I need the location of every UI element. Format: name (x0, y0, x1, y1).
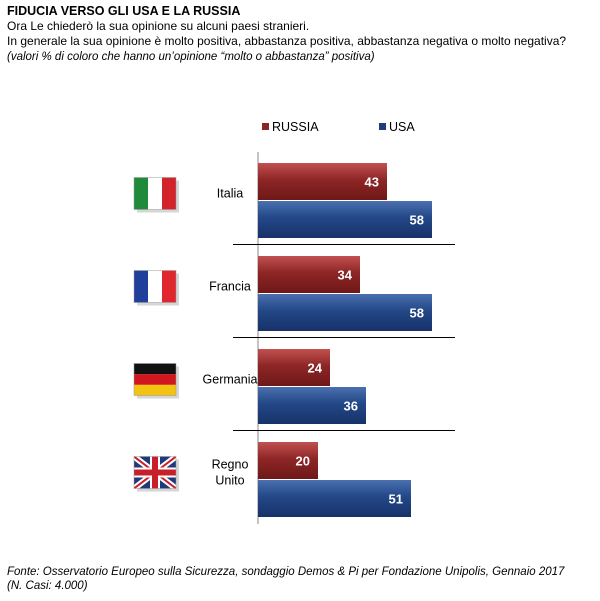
category-label: Italia (217, 187, 243, 201)
bar-russia-germania (258, 349, 330, 386)
chart-title: FIDUCIA VERSO GLI USA E LA RUSSIA (7, 4, 241, 18)
data-label: 34 (338, 268, 353, 283)
data-label: 58 (410, 306, 424, 321)
category-label: Regno Unito (212, 458, 249, 488)
bar-chart: RUSSIA USA 43 58 34 58 24 36 20 51 Italia Francia… (133, 120, 455, 524)
data-label: 24 (308, 361, 323, 376)
bar-russia-francia (258, 256, 360, 293)
uk-flag-icon (133, 456, 179, 492)
bar-usa-italia (258, 201, 432, 238)
legend-label-russia: RUSSIA (272, 120, 319, 134)
question-body: In generale la sua opinione è molto posi… (7, 34, 567, 48)
category-labels: Italia Francia Germania Regno Unito (203, 187, 258, 488)
bar-usa-francia (258, 294, 432, 331)
question-intro: Ora Le chiederò la sua opinione su alcun… (7, 19, 310, 33)
germany-flag-icon (133, 363, 179, 399)
bar-usa-germania (258, 387, 366, 424)
legend-swatch-usa (379, 123, 386, 130)
bars: 43 58 34 58 24 36 20 51 (258, 163, 432, 517)
data-label: 36 (344, 399, 358, 414)
bar-russia-italia (258, 163, 387, 200)
question-text: In generale la sua opinione è molto posi… (7, 34, 587, 65)
question-note: (valori % di coloro che hanno un’opinion… (7, 51, 375, 63)
legend-swatch-russia (262, 123, 269, 130)
flags (133, 177, 179, 492)
category-label: Germania (203, 373, 258, 387)
italy-flag-icon (133, 177, 179, 213)
bar-usa-regno-unito (258, 480, 411, 517)
bar-russia-regno-unito (258, 442, 318, 479)
category-label: Francia (209, 280, 251, 294)
data-label: 43 (365, 175, 379, 190)
legend: RUSSIA USA (262, 120, 415, 134)
data-label: 51 (389, 492, 403, 507)
data-label: 20 (296, 454, 310, 469)
france-flag-icon (133, 270, 179, 306)
legend-label-usa: USA (389, 120, 415, 134)
category-separators (233, 244, 455, 431)
source-note: Fonte: Osservatorio Europeo sulla Sicure… (7, 566, 565, 592)
header: FIDUCIA VERSO GLI USA E LA RUSSIA Ora Le… (7, 3, 587, 65)
data-label: 58 (410, 213, 424, 228)
